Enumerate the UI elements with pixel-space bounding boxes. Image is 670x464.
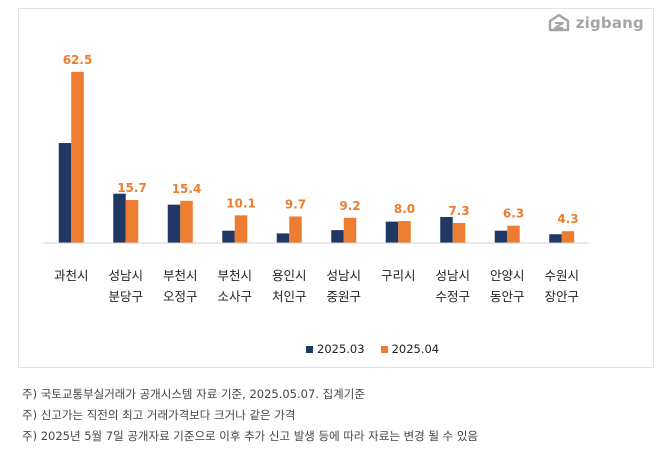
bar-2025-03 (276, 233, 290, 243)
zigbang-logo-icon (548, 14, 569, 32)
chart-frame (18, 8, 654, 368)
category-label: 수정구 (435, 289, 470, 304)
brand-name: zigbang (575, 14, 644, 32)
legend-label: 2025.03 (317, 342, 365, 356)
category-label: 성남시 (108, 268, 143, 283)
category-label: 성남시 (435, 268, 470, 283)
data-label: 4.3 (557, 212, 578, 226)
bar-2025-04 (507, 225, 520, 243)
data-label: 9.7 (285, 197, 306, 211)
bar-2025-04 (343, 217, 357, 243)
legend-swatch (306, 345, 313, 353)
legend: 2025.03 2025.04 (306, 342, 439, 356)
data-label: 15.7 (117, 181, 147, 195)
brand-logo: zigbang (548, 14, 644, 32)
category-label: 용인시 (272, 268, 307, 283)
footnote: 주) 신고가는 직전의 최고 거래가격보다 크거나 같은 가격 (22, 408, 296, 422)
category-label: 장안구 (544, 289, 579, 304)
category-label: 구리시 (381, 268, 416, 283)
bar-2025-04 (180, 200, 193, 243)
bar-2025-03 (385, 221, 399, 243)
data-label: 62.5 (63, 53, 93, 67)
category-label: 중원구 (326, 289, 361, 304)
data-label: 7.3 (448, 204, 469, 218)
bar-2025-03 (440, 216, 453, 243)
bar-2025-04 (71, 71, 84, 243)
bar-2025-04 (561, 231, 575, 243)
legend-item-2025-03: 2025.03 (306, 342, 365, 356)
category-label: 부천시 (163, 268, 198, 283)
bar-2025-03 (167, 204, 181, 243)
legend-item-2025-04: 2025.04 (380, 342, 440, 356)
footnotes: 주) 국토교통부실거래가 공개시스템 자료 기준, 2025.05.07. 집계… (22, 384, 478, 447)
category-label: 동안구 (490, 289, 525, 304)
data-label: 9.2 (339, 199, 360, 213)
bar-chart: 62.5 15.7 15.4 10.1 9.7 9.2 8.0 7.3 6.3 4.3 과천시 성남… (44, 53, 589, 304)
bar-2025-04 (289, 216, 302, 243)
bar-2025-04 (452, 223, 466, 243)
category-label: 분당구 (108, 289, 143, 304)
legend-label: 2025.04 (391, 342, 440, 356)
footnote: 주) 2025년 5월 7일 공개자료 기준으로 이후 추가 신고 발생 등에 … (22, 429, 479, 443)
bar-2025-04 (234, 215, 248, 243)
bar-2025-03 (113, 193, 126, 243)
bar-2025-03 (222, 230, 235, 243)
bar-2025-04 (398, 221, 411, 243)
bar-2025-04 (125, 200, 139, 243)
data-label: 10.1 (226, 196, 256, 210)
category-label: 과천시 (54, 268, 89, 283)
bar-2025-03 (331, 230, 344, 243)
footnote: 주) 국토교통부실거래가 공개시스템 자료 기준, 2025.05.07. 집계… (22, 387, 365, 401)
bar-2025-03 (58, 143, 72, 243)
category-label: 부천시 (217, 268, 252, 283)
category-label: 처인구 (272, 289, 307, 304)
bar-2025-03 (549, 234, 562, 243)
category-label: 오정구 (163, 289, 198, 304)
data-label: 15.4 (172, 182, 202, 196)
bar-2025-03 (494, 230, 508, 243)
category-label: 성남시 (326, 268, 361, 283)
legend-swatch (380, 345, 388, 353)
category-label: 소사구 (217, 289, 252, 304)
category-label: 안양시 (490, 268, 525, 283)
data-labels-group: 62.5 15.7 15.4 10.1 9.7 9.2 8.0 7.3 6.3 4.3 (63, 53, 579, 226)
bars-group (58, 71, 575, 243)
data-label: 8.0 (394, 202, 415, 216)
category-label: 수원시 (544, 268, 579, 283)
data-label: 6.3 (503, 207, 524, 221)
